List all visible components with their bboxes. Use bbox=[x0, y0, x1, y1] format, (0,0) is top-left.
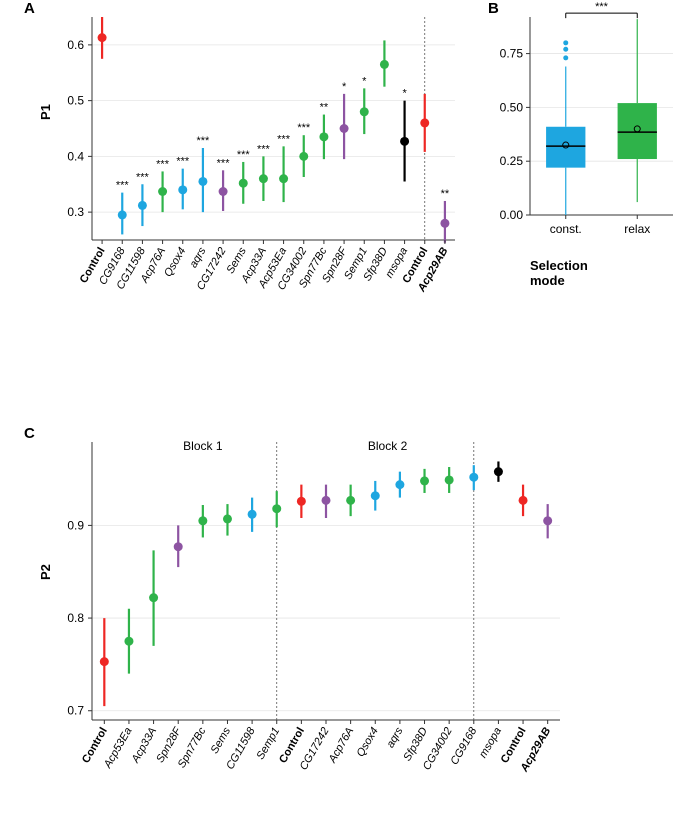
panel-c-plot: 0.70.80.9Block 1Block 2ControlAcp53EaAcp… bbox=[0, 0, 565, 825]
svg-text:0.7: 0.7 bbox=[67, 704, 84, 718]
svg-text:Sems: Sems bbox=[209, 725, 234, 756]
svg-text:0.8: 0.8 bbox=[67, 611, 84, 625]
svg-text:Block 2: Block 2 bbox=[368, 439, 408, 453]
svg-text:0.9: 0.9 bbox=[67, 518, 84, 532]
svg-text:Block 1: Block 1 bbox=[183, 439, 223, 453]
svg-text:***: *** bbox=[595, 1, 609, 13]
svg-text:Qsox4: Qsox4 bbox=[355, 726, 381, 760]
svg-text:aqrs: aqrs bbox=[384, 725, 405, 750]
svg-text:relax: relax bbox=[624, 222, 650, 236]
svg-text:msopa: msopa bbox=[477, 726, 504, 761]
